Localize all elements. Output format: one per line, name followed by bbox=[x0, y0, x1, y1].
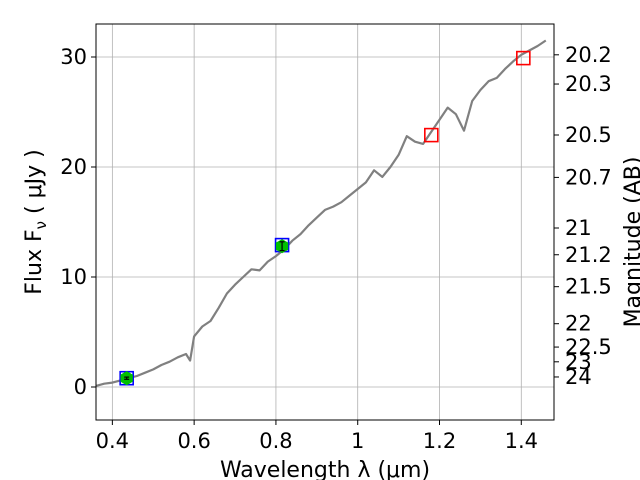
data-marker-square bbox=[424, 127, 439, 143]
y-tick-label: 10 bbox=[60, 265, 87, 289]
plot-markers bbox=[119, 50, 531, 386]
plot-frame bbox=[95, 23, 555, 421]
y2-tick-label: 24 bbox=[565, 365, 592, 389]
x-tick-label: 1.4 bbox=[505, 429, 538, 453]
y2-tick-label: 20.7 bbox=[565, 165, 612, 189]
x-tick-label: 0.6 bbox=[177, 429, 210, 453]
y2-tick-label: 20.2 bbox=[565, 43, 612, 67]
data-marker-square bbox=[516, 50, 531, 66]
y2-tick-label: 22 bbox=[565, 312, 592, 336]
y2-axis-label: Magnitude (AB) bbox=[621, 157, 640, 328]
y-tick-label: 20 bbox=[60, 155, 87, 179]
y2-tick-label: 20.3 bbox=[565, 72, 612, 96]
y-axis-label-suffix: ( μJy ) bbox=[22, 149, 47, 221]
y-axis-label-prefix: Flux F bbox=[22, 229, 47, 294]
x-tick-label: 0.8 bbox=[259, 429, 292, 453]
y-axis-ticks: 0 10 20 30 bbox=[60, 45, 96, 399]
grid bbox=[96, 24, 554, 420]
x-tick-label: 1 bbox=[351, 429, 364, 453]
y-axis-label: Flux Fν ( μJy ) bbox=[22, 149, 50, 294]
y2-tick-label: 20.5 bbox=[565, 123, 612, 147]
y2-tick-label: 21 bbox=[565, 216, 592, 240]
y-tick-label: 30 bbox=[60, 45, 87, 69]
y2-tick-label: 21.2 bbox=[565, 243, 612, 267]
y-axis-label-subscript: ν bbox=[32, 221, 50, 229]
y2-tick-label: 22.5 bbox=[565, 335, 612, 359]
y-tick-label: 0 bbox=[74, 375, 87, 399]
y2-tick-label: 21.5 bbox=[565, 275, 612, 299]
y2-tick-label: 23 bbox=[565, 350, 592, 374]
spectrum-line bbox=[95, 39, 547, 387]
x-tick-label: 0.4 bbox=[96, 429, 129, 453]
plot-lines bbox=[95, 39, 547, 387]
x-axis-label: Wavelength λ (μm) bbox=[220, 458, 430, 480]
x-tick-label: 1.2 bbox=[423, 429, 456, 453]
x-axis-ticks: 0.4 0.6 0.8 1 1.2 1.4 bbox=[96, 420, 538, 453]
